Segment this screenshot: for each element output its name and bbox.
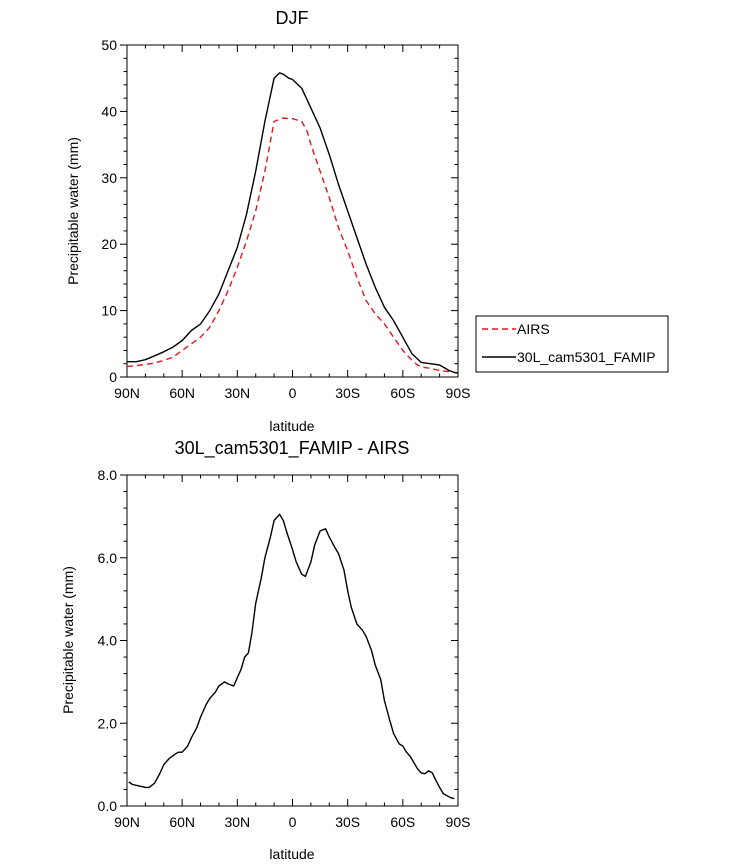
bottom-chart-y-tick-label: 0.0 (98, 798, 118, 814)
top-chart-y-tick-label: 0 (109, 369, 117, 385)
top-chart-x-axis-label: latitude (269, 418, 314, 434)
bottom-chart-y-tick-label: 6.0 (98, 550, 118, 566)
bottom-chart-series-line-difference (128, 513, 455, 800)
top-chart-x-tick-label: 90N (114, 385, 140, 401)
top-chart-plot-frame (126, 44, 459, 378)
bottom-chart-y-tick-label: 8.0 (98, 467, 118, 483)
top-chart-y-tick-labels: 0 10 20 30 40 50 (101, 37, 117, 385)
legend-box (475, 315, 669, 373)
bottom-chart-series-group (128, 513, 455, 800)
top-chart-y-axis-label: Precipitable water (mm) (65, 137, 81, 285)
top-chart-y-tick-label: 30 (101, 170, 117, 186)
bottom-chart-x-tick-labels: 90N 60N 30N 0 30S 60S 90S (114, 814, 470, 830)
top-chart-x-tick-label: 60N (169, 385, 195, 401)
top-chart-y-tick-label: 50 (101, 37, 117, 53)
bottom-chart-x-tick-label: 0 (289, 814, 297, 830)
bottom-chart-y-axis-label: Precipitable water (mm) (60, 566, 76, 714)
top-chart-x-tick-labels: 90N 60N 30N 0 30S 60S 90S (114, 385, 470, 401)
top-chart-tick-marks (120, 44, 459, 378)
bottom-chart-panel: 30L_cam5301_FAMIP - AIRS 90N 60N 30N 0 30S 60… (60, 438, 470, 862)
bottom-chart-x-tick-label: 30N (224, 814, 250, 830)
bottom-chart-tick-marks (120, 474, 459, 807)
bottom-chart-x-tick-label: 90S (446, 814, 471, 830)
bottom-chart-x-axis-label: latitude (269, 846, 314, 862)
bottom-chart-x-tick-label: 90N (114, 814, 140, 830)
bottom-chart-title: 30L_cam5301_FAMIP - AIRS (175, 438, 410, 459)
chart-legend: AIRS 30L_cam5301_FAMIP (475, 315, 669, 373)
top-chart-y-tick-label: 20 (101, 236, 117, 252)
top-chart-series-line-30l-cam5301-famip (127, 72, 459, 374)
legend-label-model: 30L_cam5301_FAMIP (517, 349, 656, 365)
top-chart-panel: DJF 90N 60N 30N 0 30S 60S 90S 0 10 20 30 40 50 lati… (65, 8, 470, 434)
bottom-chart-x-tick-label: 30S (335, 814, 360, 830)
bottom-chart-x-tick-label: 60S (390, 814, 415, 830)
top-chart-y-tick-label: 10 (101, 303, 117, 319)
top-chart-title: DJF (276, 8, 309, 28)
top-chart-x-tick-label: 30S (335, 385, 360, 401)
top-chart-x-tick-label: 60S (390, 385, 415, 401)
top-chart-x-tick-label: 30N (224, 385, 250, 401)
top-chart-y-tick-label: 40 (101, 103, 117, 119)
top-chart-x-tick-label: 0 (289, 385, 297, 401)
top-chart-series-group (126, 72, 459, 374)
bottom-chart-y-tick-label: 4.0 (98, 633, 118, 649)
legend-label-airs: AIRS (517, 321, 550, 337)
bottom-chart-y-tick-labels: 0.0 2.0 4.0 6.0 8.0 (98, 467, 118, 814)
top-chart-series-line-airs (126, 117, 459, 374)
bottom-chart-x-tick-label: 60N (169, 814, 195, 830)
top-chart-x-tick-label: 90S (446, 385, 471, 401)
bottom-chart-y-tick-label: 2.0 (98, 715, 118, 731)
bottom-chart-plot-frame (126, 474, 459, 807)
